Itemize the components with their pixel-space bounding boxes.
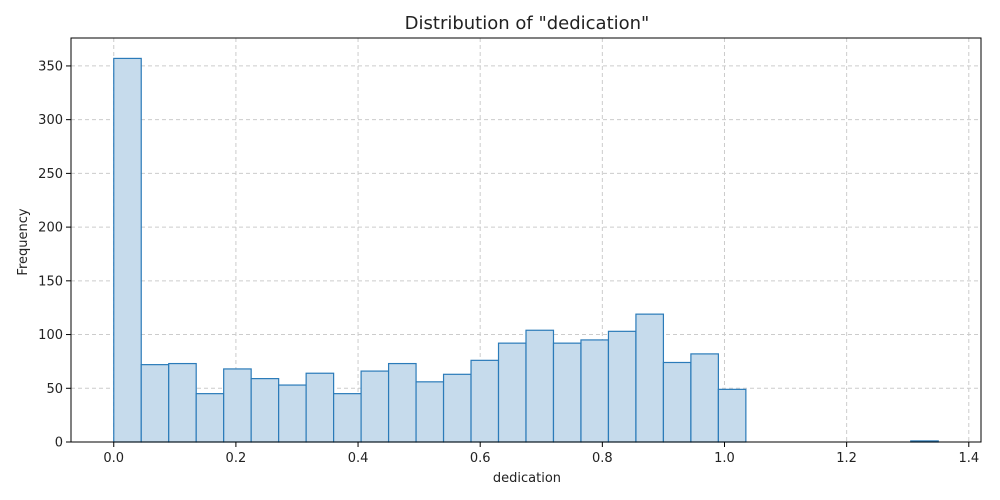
histogram-bar [333,393,362,443]
histogram-bar [442,373,472,443]
chart-title: Distribution of "dedication" [405,13,650,34]
x-tick-label: 0.6 [470,451,491,466]
x-tick-label: 1.4 [958,451,979,466]
histogram-bar [470,359,500,443]
plot-frame [70,37,982,443]
y-tick-label: 50 [46,382,63,397]
y-tick-label: 100 [38,328,63,343]
x-tick-label: 1.2 [836,451,857,466]
histogram-bar [305,372,335,443]
y-tick-label: 300 [38,113,63,128]
x-axis-label: dedication [493,471,561,486]
y-tick-label: 150 [38,274,63,289]
histogram-bar [113,57,142,443]
histogram-bar [497,342,527,443]
histogram-bar [168,362,197,443]
bars-layer [113,57,939,443]
histogram-bar [662,361,692,443]
histogram-bar [552,342,582,443]
x-tick-label: 0.8 [592,451,613,466]
axes-layer: 0.0 0.2 0.4 0.6 0.8 1.0 1.2 1.4 0 50 100 150 200 250 3… [38,37,982,466]
histogram-bar [250,378,280,443]
histogram-bar [690,353,719,443]
y-tick-label: 200 [38,221,63,236]
y-tick-label: 350 [38,59,63,74]
histogram-bar [607,330,637,443]
histogram-bar [635,313,665,443]
y-tick-label: 0 [55,436,63,451]
x-tick-label: 0.4 [348,451,369,466]
x-tick-label: 0.2 [226,451,247,466]
histogram-bar [360,370,390,443]
histogram-bar [525,329,555,443]
x-tick-label: 0.0 [103,451,124,466]
histogram-bar [580,339,610,443]
histogram-bar [415,381,445,443]
histogram-bar [223,368,252,443]
y-tick-label: 250 [38,167,63,182]
histogram-bar [140,364,170,443]
histogram-bar [387,362,417,443]
histogram-bar [717,388,747,443]
histogram-bar [195,393,225,443]
histogram-bar [278,384,307,443]
y-axis-label: Frequency [16,208,31,275]
x-tick-label: 1.0 [714,451,735,466]
